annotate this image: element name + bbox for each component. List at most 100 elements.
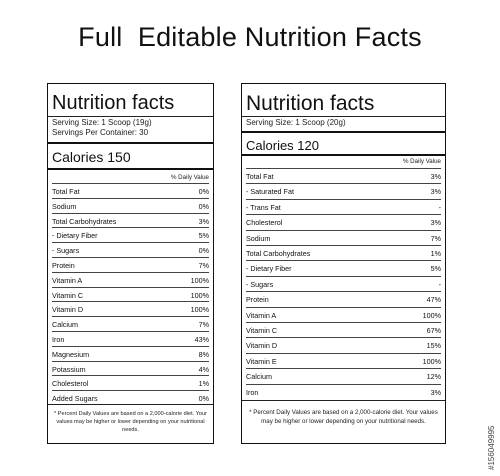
nutrient-name: Vitamin D <box>52 305 84 315</box>
nutrient-name: Iron <box>52 335 65 344</box>
nutrient-row: - Sugars - <box>246 275 441 292</box>
nutrient-value: 100% <box>422 356 441 366</box>
serving-size: Serving Size: 1 Scoop (20g) <box>246 118 346 127</box>
nutrient-row: Sodium 0% <box>52 197 209 214</box>
label-title: Nutrition facts <box>246 92 375 115</box>
nutrient-row: Total Fat 0% <box>52 183 209 199</box>
nutrient-value: 47% <box>426 295 441 305</box>
calories: Calories 150 <box>52 149 131 165</box>
nutrient-name: Calcium <box>246 372 272 382</box>
nutrient-row: Protein 47% <box>246 291 441 307</box>
nutrient-name: - Saturated Fat <box>246 187 294 197</box>
nutrient-name: Magnesium <box>52 349 90 359</box>
nutrient-value: 3% <box>198 216 209 226</box>
footnote: * Percent Daily Values are based on a 2,… <box>249 409 438 425</box>
divider <box>48 116 213 117</box>
divider <box>242 400 445 401</box>
footnote: * Percent Daily Values are based on a 2,… <box>54 411 207 433</box>
nutrient-row: Total Fat 3% <box>246 168 441 184</box>
nutrient-name: Vitamin D <box>246 341 278 351</box>
nutrient-row: Vitamin D 100% <box>52 301 209 317</box>
nutrient-row: Total Carbohydrates 3% <box>52 212 209 229</box>
nutrient-row: Iron 43% <box>52 331 209 347</box>
nutrient-value: 0% <box>198 187 209 196</box>
nutrient-name: Iron <box>246 387 259 397</box>
nutrient-value: 12% <box>426 372 441 382</box>
nutrient-value: 8% <box>198 349 209 359</box>
nutrient-row: Sodium 7% <box>246 229 441 246</box>
nutrient-name: Sodium <box>246 233 271 243</box>
divider <box>48 404 213 405</box>
nutrient-value: 100% <box>190 290 209 300</box>
calories: Calories 120 <box>246 138 319 153</box>
nutrient-value: 100% <box>190 305 209 315</box>
nutrient-name: Total Carbohydrates <box>52 216 117 226</box>
nutrient-name: - Sugars <box>246 279 274 289</box>
nutrient-row: Vitamin D 15% <box>246 337 441 353</box>
nutrient-name: - Dietary Fiber <box>246 264 292 274</box>
nutrient-row: Potassium 4% <box>52 360 209 377</box>
nutrient-row: - Trans Fat - <box>246 198 441 215</box>
nutrient-name: Total Fat <box>52 187 80 196</box>
servings-per-container: Servings Per Container: 30 <box>52 128 149 137</box>
nutrient-name: Potassium <box>52 364 86 374</box>
nutrient-value: 1% <box>198 379 209 389</box>
nutrition-label-left: Nutrition facts Serving Size: 1 Scoop (1… <box>47 83 214 444</box>
nutrient-name: - Sugars <box>52 246 80 256</box>
nutrient-row: - Dietary Fiber 5% <box>246 260 441 276</box>
serving-size: Serving Size: 1 Scoop (19g) <box>52 118 152 127</box>
daily-value-header: % Daily Value <box>402 158 441 165</box>
nutrient-name: Total Fat <box>246 172 274 181</box>
nutrient-value: 3% <box>430 387 441 397</box>
nutrient-row: Added Sugars 0% <box>52 390 209 406</box>
nutrient-value: 43% <box>194 335 209 344</box>
divider <box>242 116 445 117</box>
nutrient-name: Sodium <box>52 201 77 211</box>
nutrient-name: Protein <box>246 295 269 305</box>
nutrient-name: Vitamin A <box>52 275 83 285</box>
nutrient-row: Total Carbohydrates 1% <box>246 245 441 261</box>
label-title: Nutrition facts <box>52 92 175 114</box>
nutrient-value: 4% <box>198 364 209 374</box>
nutrient-row: Vitamin E 100% <box>246 352 441 369</box>
nutrient-name: - Dietary Fiber <box>52 231 98 241</box>
nutrient-name: Vitamin A <box>246 310 277 320</box>
nutrient-row: Magnesium 8% <box>52 345 209 362</box>
nutrient-row: Vitamin C 100% <box>52 286 209 303</box>
nutrient-row: Iron 3% <box>246 383 441 400</box>
nutrient-value: - <box>438 202 441 212</box>
nutrient-row: Vitamin A 100% <box>246 306 441 323</box>
nutrient-value: 0% <box>198 246 209 256</box>
nutrient-value: 0% <box>198 394 209 404</box>
nutrition-label-right: Nutrition facts Serving Size: 1 Scoop (2… <box>241 83 446 444</box>
nutrient-value: 5% <box>198 231 209 241</box>
nutrient-value: 7% <box>198 261 209 270</box>
nutrient-row: Cholesterol 1% <box>52 375 209 391</box>
nutrient-value: 3% <box>430 172 441 181</box>
nutrient-name: Added Sugars <box>52 394 98 404</box>
nutrient-name: - Trans Fat <box>246 202 281 212</box>
nutrient-value: 5% <box>430 264 441 274</box>
nutrient-value: 7% <box>430 233 441 243</box>
divider-thick <box>48 168 213 170</box>
divider-thick <box>48 142 213 144</box>
nutrient-row: Calcium 12% <box>246 368 441 384</box>
nutrient-row: Calcium 7% <box>52 316 209 332</box>
nutrient-value: 0% <box>198 201 209 211</box>
divider-thick <box>242 131 445 133</box>
nutrient-value: 15% <box>426 341 441 351</box>
divider-thick <box>242 154 445 156</box>
nutrient-name: Calcium <box>52 320 78 330</box>
nutrient-row: - Saturated Fat 3% <box>246 183 441 199</box>
nutrient-value: 67% <box>426 326 441 335</box>
nutrient-name: Cholesterol <box>246 218 283 228</box>
nutrient-value: 100% <box>190 275 209 285</box>
nutrient-name: Protein <box>52 261 75 270</box>
nutrient-row: Protein 7% <box>52 257 209 273</box>
nutrient-name: Vitamin C <box>246 326 278 335</box>
nutrient-name: Cholesterol <box>52 379 89 389</box>
watermark-id: #156049995 <box>487 425 496 471</box>
nutrient-name: Vitamin C <box>52 290 84 300</box>
nutrient-value: 3% <box>430 187 441 197</box>
nutrient-row: - Sugars 0% <box>52 242 209 258</box>
